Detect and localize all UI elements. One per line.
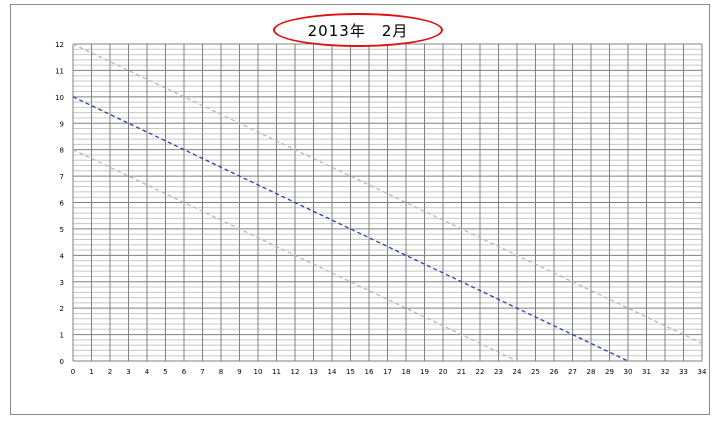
x-tick-label: 8 <box>219 368 223 376</box>
x-tick-label: 16 <box>365 368 374 376</box>
y-tick-label: 6 <box>60 200 65 208</box>
y-tick-label: 2 <box>60 305 64 313</box>
series-line <box>72 149 518 362</box>
y-tick-label: 5 <box>60 226 64 234</box>
x-tick-label: 4 <box>145 368 150 376</box>
x-tick-label: 5 <box>163 368 167 376</box>
series-line <box>72 96 629 362</box>
y-tick-label: 7 <box>60 173 64 181</box>
x-tick-label: 2 <box>108 368 112 376</box>
y-tick-label: 12 <box>55 41 64 49</box>
x-tick-label: 14 <box>328 368 337 376</box>
x-tick-label: 6 <box>182 368 187 376</box>
x-tick-label: 17 <box>383 368 392 376</box>
chart-title: 2013年 2月 <box>273 13 443 47</box>
x-tick-label: 24 <box>513 368 522 376</box>
x-tick-label: 11 <box>272 368 281 376</box>
y-tick-label: 3 <box>60 279 64 287</box>
x-tick-label: 20 <box>439 368 448 376</box>
x-tick-label: 26 <box>550 368 559 376</box>
x-tick-label: 29 <box>605 368 614 376</box>
x-tick-label: 22 <box>476 368 485 376</box>
x-tick-label: 27 <box>568 368 577 376</box>
y-tick-label: 0 <box>60 358 64 366</box>
x-tick-label: 7 <box>200 368 204 376</box>
x-tick-label: 21 <box>457 368 466 376</box>
y-tick-label: 11 <box>55 67 64 75</box>
x-tick-label: 0 <box>71 368 75 376</box>
x-tick-label: 30 <box>624 368 633 376</box>
x-tick-label: 19 <box>420 368 429 376</box>
x-tick-label: 10 <box>254 368 263 376</box>
y-tick-label: 4 <box>60 252 65 260</box>
x-tick-label: 32 <box>661 368 670 376</box>
x-tick-label: 9 <box>237 368 241 376</box>
x-tick-label: 23 <box>494 368 503 376</box>
chart-frame <box>10 4 710 415</box>
x-tick-label: 28 <box>587 368 596 376</box>
x-tick-label: 25 <box>531 368 540 376</box>
x-tick-label: 3 <box>126 368 130 376</box>
x-tick-label: 34 <box>698 368 707 376</box>
x-tick-label: 33 <box>679 368 688 376</box>
y-tick-label: 10 <box>55 94 64 102</box>
x-tick-label: 31 <box>642 368 651 376</box>
x-tick-label: 13 <box>309 368 318 376</box>
x-tick-label: 15 <box>346 368 355 376</box>
y-tick-label: 9 <box>60 120 64 128</box>
x-tick-label: 12 <box>291 368 300 376</box>
y-tick-label: 8 <box>60 147 64 155</box>
y-tick-label: 1 <box>60 332 64 340</box>
x-tick-label: 18 <box>402 368 411 376</box>
x-tick-label: 1 <box>89 368 93 376</box>
